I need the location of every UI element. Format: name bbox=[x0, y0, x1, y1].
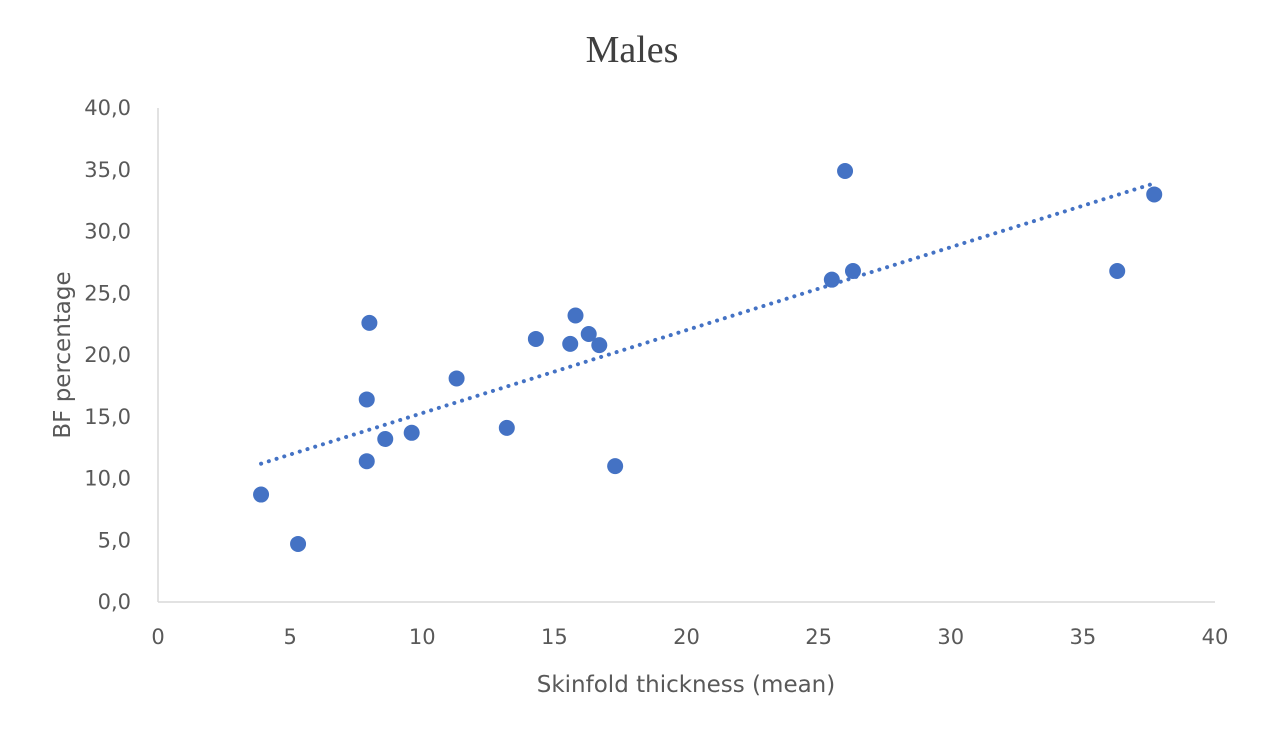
x-tick-label: 20 bbox=[673, 625, 700, 649]
data-point bbox=[823, 271, 840, 288]
y-tick-label: 40,0 bbox=[84, 96, 131, 120]
y-tick-label: 20,0 bbox=[84, 343, 131, 367]
axes bbox=[157, 108, 1215, 603]
data-point bbox=[253, 486, 270, 503]
data-point bbox=[377, 430, 394, 447]
x-tick-label: 15 bbox=[541, 625, 568, 649]
y-tick-label: 15,0 bbox=[84, 405, 131, 429]
chart-title: Males bbox=[586, 29, 679, 71]
data-points bbox=[253, 162, 1163, 552]
y-tick-label: 10,0 bbox=[84, 467, 131, 491]
data-point bbox=[498, 419, 515, 436]
data-point bbox=[562, 335, 579, 352]
x-axis-title: Skinfold thickness (mean) bbox=[537, 672, 835, 698]
data-point bbox=[527, 330, 544, 347]
data-point bbox=[591, 337, 608, 354]
y-tick-label: 5,0 bbox=[98, 528, 131, 552]
data-point bbox=[358, 391, 375, 408]
data-point bbox=[607, 458, 624, 475]
data-point bbox=[448, 370, 465, 387]
y-tick-labels: 0,0 5,0 10,0 15,0 20,0 25,0 30,0 35,0 40,0 bbox=[84, 96, 131, 614]
x-tick-labels: 0 5 10 15 20 25 30 35 40 bbox=[151, 625, 1228, 649]
data-point bbox=[290, 535, 307, 552]
y-axis-title: BF percentage bbox=[50, 271, 76, 438]
data-point bbox=[580, 326, 597, 343]
y-tick-label: 0,0 bbox=[98, 590, 131, 614]
y-tick-label: 25,0 bbox=[84, 281, 131, 305]
data-point bbox=[837, 162, 854, 179]
y-tick-label: 35,0 bbox=[84, 158, 131, 182]
data-point bbox=[358, 453, 375, 470]
x-tick-label: 0 bbox=[151, 625, 164, 649]
x-tick-label: 40 bbox=[1202, 625, 1229, 649]
data-point bbox=[844, 263, 861, 280]
data-point bbox=[567, 307, 584, 324]
data-point bbox=[1146, 186, 1163, 203]
trendline bbox=[259, 181, 1157, 466]
x-tick-label: 5 bbox=[283, 625, 296, 649]
data-point bbox=[1109, 263, 1126, 280]
x-tick-label: 35 bbox=[1070, 625, 1097, 649]
x-tick-label: 30 bbox=[937, 625, 964, 649]
x-tick-label: 10 bbox=[409, 625, 436, 649]
x-tick-label: 25 bbox=[805, 625, 832, 649]
data-point bbox=[403, 424, 420, 441]
data-point bbox=[361, 314, 378, 331]
trendline-layer bbox=[259, 181, 1157, 466]
y-tick-label: 30,0 bbox=[84, 220, 131, 244]
